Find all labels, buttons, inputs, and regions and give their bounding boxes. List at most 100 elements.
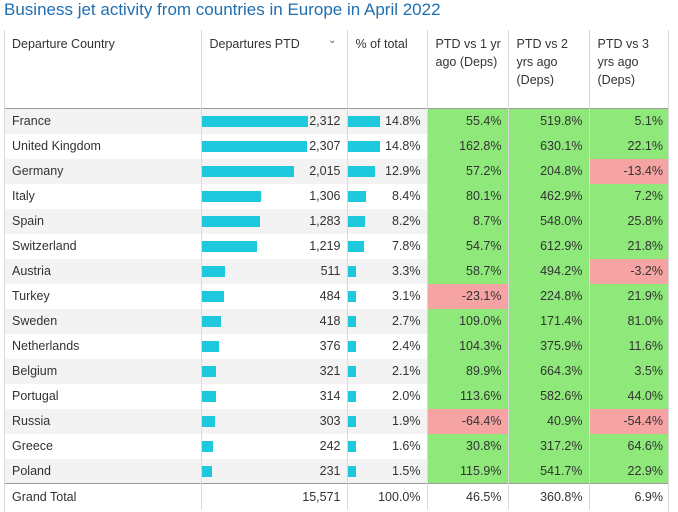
departures-bar <box>201 315 221 327</box>
departures-bar <box>201 415 216 427</box>
departures-bar <box>201 340 219 352</box>
departures-value: 1,306 <box>309 189 341 203</box>
pct-total-bar <box>347 265 356 277</box>
vs3-cell: 22.9% <box>588 458 669 484</box>
departures-cell: 1,219 <box>200 233 347 259</box>
table-row[interactable]: Austria 511 3.3% 58.7% 494.2% -3.2% <box>4 258 669 284</box>
departures-cell: 511 <box>200 258 347 284</box>
table-row[interactable]: Turkey 484 3.1% -23.1% 224.8% 21.9% <box>4 283 669 309</box>
departures-cell: 484 <box>200 283 347 309</box>
country-cell: France <box>4 108 201 134</box>
country-cell: Austria <box>4 258 201 284</box>
pct-total-value: 8.2% <box>392 214 421 228</box>
departures-bar <box>201 365 217 377</box>
table-row[interactable]: Switzerland 1,219 7.8% 54.7% 612.9% 21.8% <box>4 233 669 259</box>
pct-total-cell: 2.7% <box>346 308 427 334</box>
departures-cell: 376 <box>200 333 347 359</box>
vs2-cell: 224.8% <box>507 283 589 309</box>
chevron-down-icon[interactable]: ⌄ <box>328 35 337 46</box>
table-row[interactable]: Italy 1,306 8.4% 80.1% 462.9% 7.2% <box>4 183 669 209</box>
pct-total-value: 2.7% <box>392 314 421 328</box>
pct-total-bar <box>347 440 356 452</box>
vs1-cell: -23.1% <box>426 283 508 309</box>
header-row: Departure Country Departures PTD ⌄ % of … <box>4 30 669 109</box>
departures-value: 376 <box>319 339 341 353</box>
pct-total-cell: 8.4% <box>346 183 427 209</box>
pct-total-cell: 2.4% <box>346 333 427 359</box>
country-cell: Portugal <box>4 383 201 409</box>
pct-total-value: 1.5% <box>392 463 421 478</box>
departures-value: 242 <box>319 439 341 453</box>
departures-cell: 242 <box>200 433 347 459</box>
vs1-cell: 58.7% <box>426 258 508 284</box>
pct-total-cell: 3.3% <box>346 258 427 284</box>
departures-cell: 303 <box>200 408 347 434</box>
table-row[interactable]: Portugal 314 2.0% 113.6% 582.6% 44.0% <box>4 383 669 409</box>
table-row[interactable]: Netherlands 376 2.4% 104.3% 375.9% 11.6% <box>4 333 669 359</box>
pct-total-cell: 1.5% <box>346 458 427 484</box>
pct-total-value: 14.8% <box>385 139 421 153</box>
pct-total-bar <box>347 365 356 377</box>
departures-value: 484 <box>319 289 341 303</box>
header-vs-1yr[interactable]: PTD vs 1 yr ago (Deps) <box>426 30 508 109</box>
departures-value: 303 <box>319 414 341 428</box>
pct-total-bar <box>347 390 356 402</box>
country-cell: Belgium <box>4 358 201 384</box>
departures-cell: 2,015 <box>200 158 347 184</box>
vs2-cell: 548.0% <box>507 208 589 234</box>
departures-value: 2,307 <box>309 139 341 153</box>
header-departures-ptd[interactable]: Departures PTD ⌄ <box>200 30 347 109</box>
header-pct-total[interactable]: % of total <box>346 30 427 109</box>
departures-bar <box>201 390 216 402</box>
grand-total-pct: 100.0% <box>346 483 427 510</box>
vs2-cell: 612.9% <box>507 233 589 259</box>
header-departure-country[interactable]: Departure Country <box>12 37 115 51</box>
vs1-cell: 89.9% <box>426 358 508 384</box>
table-row[interactable]: Belgium 321 2.1% 89.9% 664.3% 3.5% <box>4 358 669 384</box>
table-row[interactable]: Sweden 418 2.7% 109.0% 171.4% 81.0% <box>4 308 669 334</box>
table-row[interactable]: Greece 242 1.6% 30.8% 317.2% 64.6% <box>4 433 669 459</box>
departures-table: Departure Country Departures PTD ⌄ % of … <box>4 30 669 510</box>
vs3-cell: 81.0% <box>588 308 669 334</box>
departures-bar <box>201 215 261 227</box>
departures-cell: 1,306 <box>200 183 347 209</box>
vs2-cell: 317.2% <box>507 433 589 459</box>
vs1-cell: 104.3% <box>426 333 508 359</box>
vs1-cell: 57.2% <box>426 158 508 184</box>
vs1-cell: 115.9% <box>426 458 508 484</box>
departures-cell: 321 <box>200 358 347 384</box>
pct-total-bar <box>347 140 380 152</box>
departures-bar <box>201 440 213 452</box>
country-cell: United Kingdom <box>4 133 201 159</box>
table-row[interactable]: Poland 231 1.5% 115.9% 541.7% 22.9% <box>4 458 669 484</box>
pct-total-bar <box>347 165 376 177</box>
pct-total-cell: 1.6% <box>346 433 427 459</box>
pct-total-value: 3.3% <box>392 264 421 278</box>
vs3-cell: 22.1% <box>588 133 669 159</box>
vs1-cell: 109.0% <box>426 308 508 334</box>
pct-total-value: 1.9% <box>392 414 421 428</box>
departures-value: 1,219 <box>309 239 341 253</box>
pct-total-cell: 3.1% <box>346 283 427 309</box>
vs3-cell: 25.8% <box>588 208 669 234</box>
pct-total-value: 2.4% <box>392 339 421 353</box>
table-row[interactable]: Spain 1,283 8.2% 8.7% 548.0% 25.8% <box>4 208 669 234</box>
departures-bar <box>201 465 213 477</box>
country-cell: Greece <box>4 433 201 459</box>
pct-total-cell: 8.2% <box>346 208 427 234</box>
vs3-cell: 21.9% <box>588 283 669 309</box>
pct-total-bar <box>347 240 365 252</box>
departures-value: 2,312 <box>309 114 341 129</box>
table-row[interactable]: France 2,312 14.8% 55.4% 519.8% 5.1% <box>4 108 669 134</box>
header-vs-2yr[interactable]: PTD vs 2 yrs ago (Deps) <box>507 30 589 109</box>
table-row[interactable]: Germany 2,015 12.9% 57.2% 204.8% -13.4% <box>4 158 669 184</box>
table-row[interactable]: United Kingdom 2,307 14.8% 162.8% 630.1% 22.1… <box>4 133 669 159</box>
table-row[interactable]: Russia 303 1.9% -64.4% 40.9% -54.4% <box>4 408 669 434</box>
vs3-cell: 7.2% <box>588 183 669 209</box>
country-cell: Turkey <box>4 283 201 309</box>
vs1-cell: 113.6% <box>426 383 508 409</box>
pct-total-bar <box>347 315 356 327</box>
header-vs-3yr[interactable]: PTD vs 3 yrs ago (Deps) <box>588 30 669 109</box>
vs3-cell: 64.6% <box>588 433 669 459</box>
vs2-cell: 375.9% <box>507 333 589 359</box>
